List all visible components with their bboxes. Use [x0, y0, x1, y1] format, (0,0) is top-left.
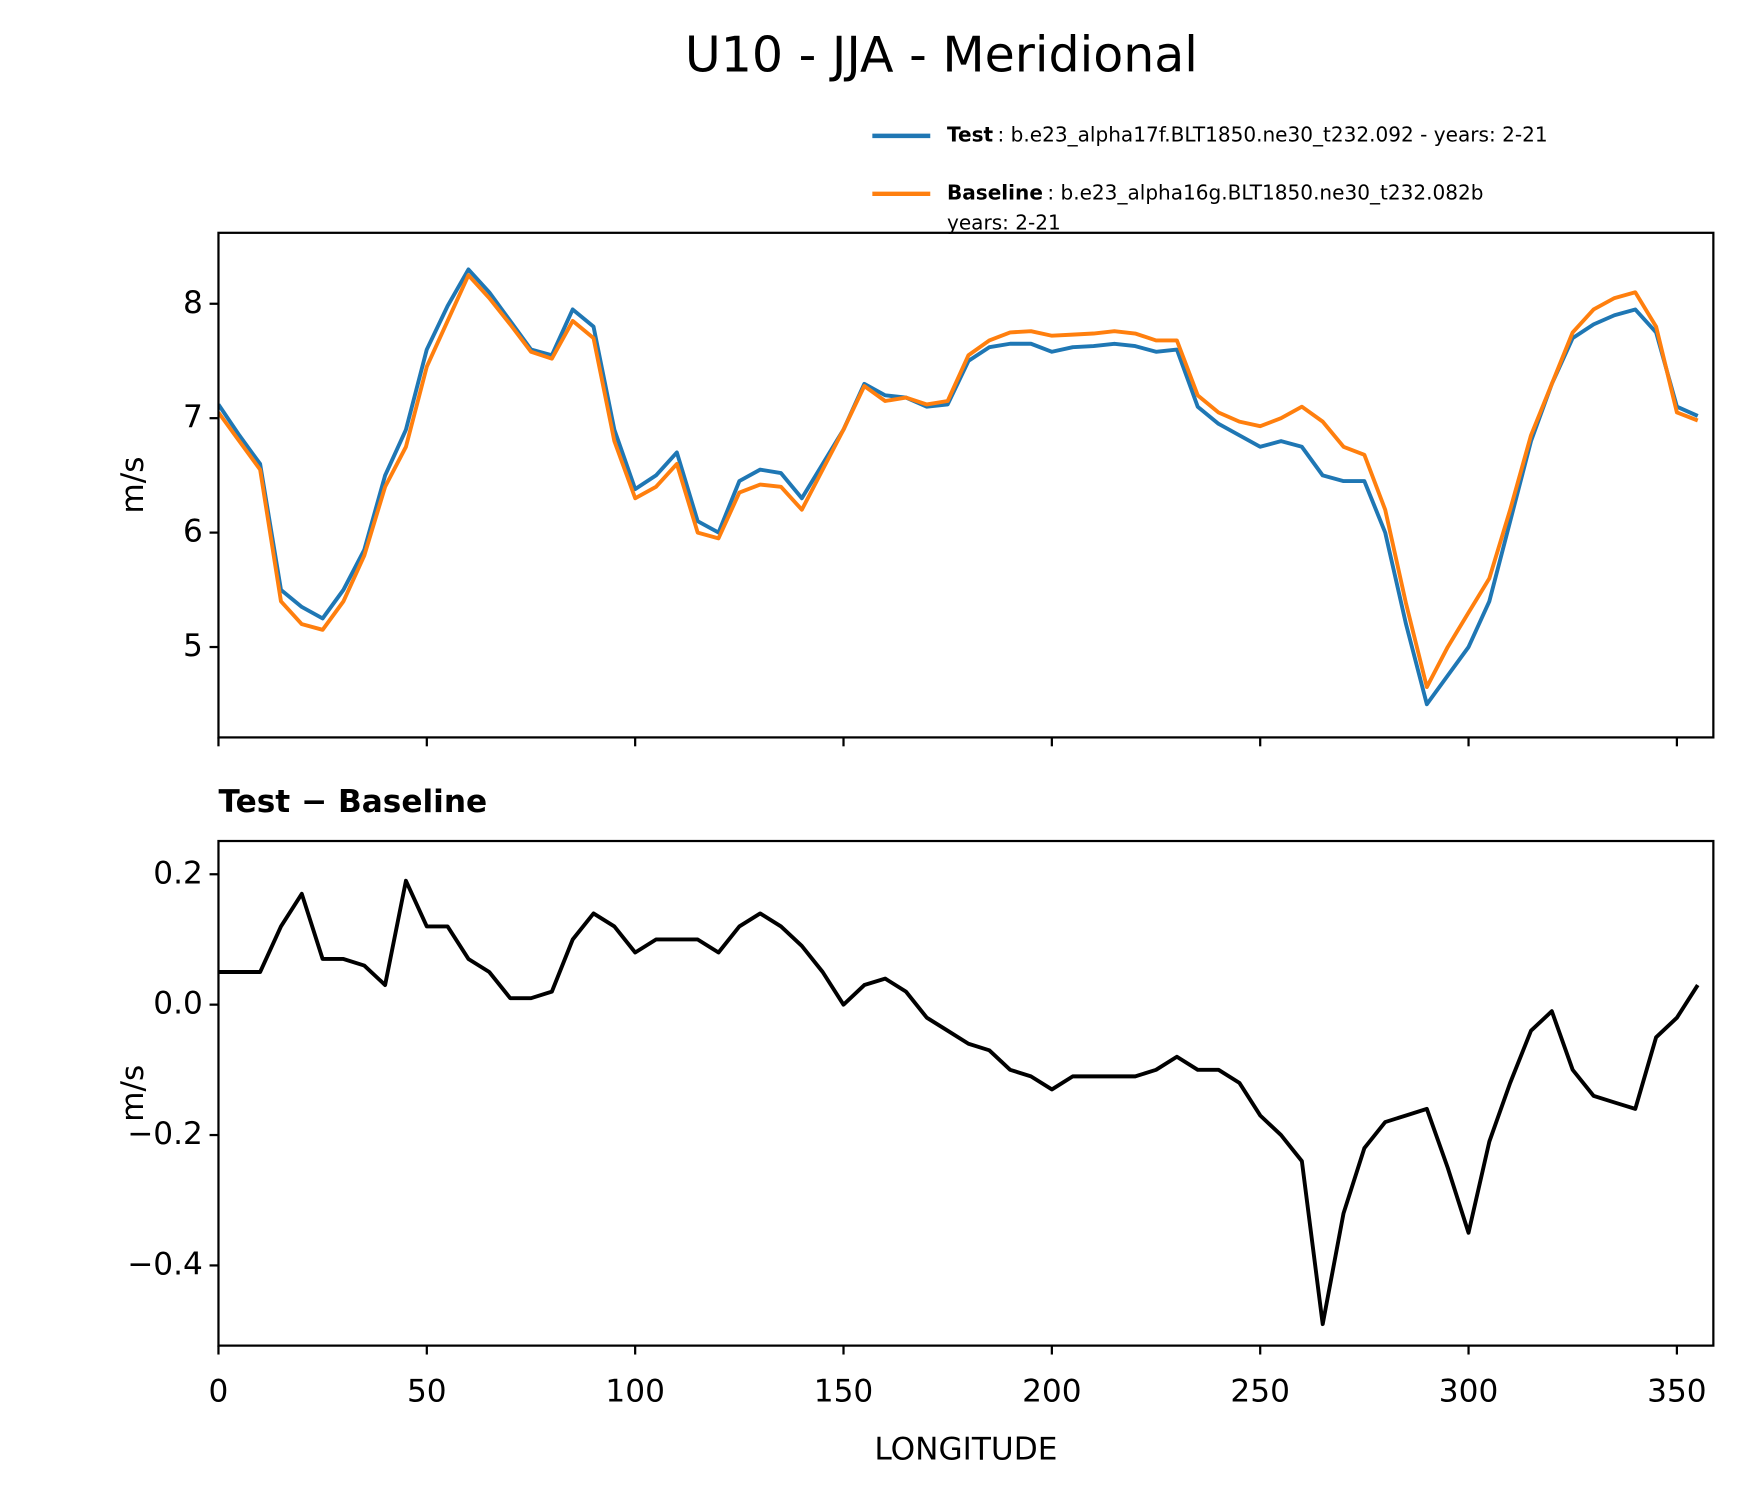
y-tick-label: −0.4: [127, 1246, 203, 1282]
legend-name: Test: [947, 122, 994, 146]
x-tick-label: 300: [1439, 1373, 1499, 1409]
y-axis-label: m/s: [115, 1065, 151, 1122]
x-tick-label: 0: [209, 1373, 229, 1409]
x-axis-label: LONGITUDE: [874, 1431, 1057, 1467]
legend-text: : b.e23_alpha16g.BLT1850.ne30_t232.082b: [1047, 180, 1483, 204]
y-tick-label: 7: [183, 399, 203, 435]
axes-frame: [217, 231, 1715, 739]
x-tick-label: 150: [814, 1373, 874, 1409]
y-tick-label: 0.2: [153, 855, 203, 891]
legend-name: Baseline: [947, 180, 1043, 204]
x-tick-label: 100: [605, 1373, 665, 1409]
y-tick-label: 0.0: [153, 986, 203, 1022]
y-tick-label: 8: [183, 285, 203, 321]
x-tick-label: 350: [1647, 1373, 1707, 1409]
legend-text: years: 2-21: [947, 210, 1061, 234]
axes-frame: [217, 839, 1715, 1347]
x-tick-label: 50: [407, 1373, 447, 1409]
y-tick-label: 5: [183, 628, 203, 664]
data-line: [218, 273, 1699, 690]
plot-area: [218, 267, 1699, 707]
figure-title: U10 - JJA - Meridional: [685, 26, 1198, 83]
x-tick-label: 250: [1230, 1373, 1290, 1409]
x-tick-label: 200: [1022, 1373, 1082, 1409]
plot-area: [218, 878, 1700, 1327]
legend-text: : b.e23_alpha17f.BLT1850.ne30_t232.092 -…: [998, 122, 1548, 146]
y-tick-label: −0.2: [127, 1116, 203, 1152]
subplot-title: Test − Baseline: [218, 784, 487, 820]
y-tick-label: 6: [183, 514, 203, 550]
data-line: [218, 878, 1700, 1327]
y-axis-label: m/s: [115, 457, 151, 514]
